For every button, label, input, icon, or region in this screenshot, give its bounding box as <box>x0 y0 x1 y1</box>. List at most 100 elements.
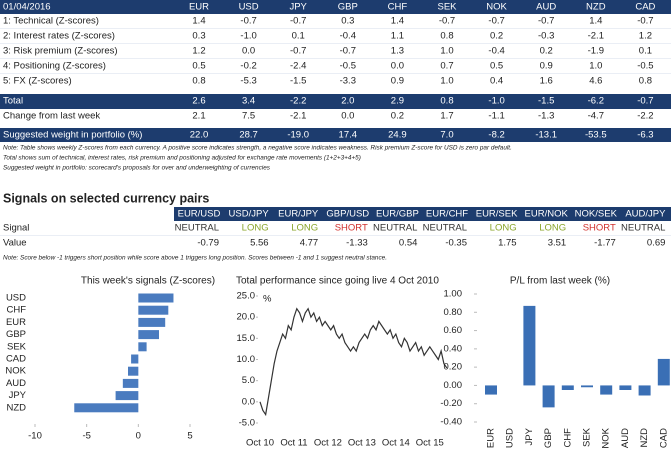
cell: -0.7 <box>538 16 554 27</box>
column-header: SEK <box>437 2 457 13</box>
cell: -3.3 <box>340 76 356 87</box>
cell: 0.2 <box>490 31 503 42</box>
cell: 1.7 <box>440 111 453 122</box>
x-tick-label: Oct 11 <box>280 438 307 449</box>
bar <box>115 391 139 401</box>
date: 01/04/2016 <box>3 2 51 13</box>
signal: LONG <box>242 223 269 234</box>
column-header: CHF <box>388 2 408 13</box>
cell: 0.7 <box>440 61 453 72</box>
cell: 0.8 <box>639 76 652 87</box>
x-tick-label: CAD <box>658 428 669 448</box>
pair-header: GBP/USD <box>326 209 369 220</box>
category-label: CHF <box>6 305 26 316</box>
cell: 0.0 <box>341 111 354 122</box>
cell: -0.7 <box>240 16 256 27</box>
bar <box>138 305 169 315</box>
cell: 0.4 <box>490 76 503 87</box>
signal: NEUTRAL <box>423 223 467 234</box>
cell: -1.5 <box>290 76 306 87</box>
cell: 7.0 <box>440 130 453 141</box>
cell: -0.2 <box>240 61 256 72</box>
column-header: NZD <box>586 2 606 13</box>
cell: 28.7 <box>239 130 258 141</box>
cell: -53.5 <box>585 130 607 141</box>
signal-value: -1.77 <box>594 238 616 249</box>
cell: -0.7 <box>488 16 504 27</box>
cell: -6.2 <box>588 96 604 107</box>
signal-value: -0.35 <box>445 238 467 249</box>
pair-header: EUR/USD <box>178 209 221 220</box>
category-label: NZD <box>6 402 26 413</box>
category-label: EUR <box>6 317 26 328</box>
chart-title: This week's signals (Z-scores) <box>81 276 215 287</box>
note: Total shows sum of technical, interest r… <box>3 155 361 162</box>
bar <box>638 385 651 396</box>
chart-title: P/L from last week (%) <box>510 276 610 287</box>
cell: 1.2 <box>639 31 652 42</box>
cell: 0.8 <box>192 76 205 87</box>
x-tick-label: Oct 10 <box>246 438 274 449</box>
pair-header: USD/JPY <box>229 209 270 220</box>
cell: 0.8 <box>440 31 453 42</box>
y-tick-label: 0.60 <box>444 325 463 336</box>
x-tick-label: Oct 14 <box>382 438 410 449</box>
signal-value: -1.33 <box>346 238 368 249</box>
cell: -19.0 <box>287 130 309 141</box>
signal: NEUTRAL <box>175 223 219 234</box>
bar <box>128 366 139 376</box>
cell: 0.2 <box>391 111 404 122</box>
bar <box>138 317 166 327</box>
cell: 3.4 <box>242 96 255 107</box>
cell: -2.4 <box>290 61 306 72</box>
row-label: 2: Interest rates (Z-scores) <box>3 31 115 42</box>
y-tick-label: 1.00 <box>444 289 463 300</box>
bar <box>138 342 147 352</box>
cell: -2.1 <box>290 111 306 122</box>
cell: 2.6 <box>192 96 205 107</box>
row-label: Value <box>3 238 27 249</box>
x-tick-label: NOK <box>601 427 612 448</box>
row-label: 5: FX (Z-scores) <box>3 76 72 87</box>
y-tick-label: 0.0 <box>242 396 255 407</box>
column-header: GBP <box>338 2 358 13</box>
pair-header: AUD/JPY <box>625 209 666 220</box>
cell: -0.4 <box>488 46 504 57</box>
cell: -5.3 <box>240 76 256 87</box>
y-tick-label: 0.20 <box>444 362 463 373</box>
signal: LONG <box>291 223 318 234</box>
bar <box>131 354 139 364</box>
pair-header: EUR/NOK <box>525 209 569 220</box>
category-label: GBP <box>6 329 26 340</box>
signal-value: 3.51 <box>548 238 567 249</box>
bar <box>138 330 159 340</box>
cell: -0.7 <box>290 16 306 27</box>
x-tick-label: Oct 12 <box>314 438 342 449</box>
cell: -1.0 <box>240 31 256 42</box>
cell: -0.7 <box>637 16 653 27</box>
cell: -0.3 <box>538 31 554 42</box>
cell: 1.4 <box>192 16 205 27</box>
signal: SHORT <box>335 223 368 234</box>
pair-header: EUR/SEK <box>476 209 518 220</box>
cell: -0.4 <box>340 31 356 42</box>
column-header: AUD <box>536 2 556 13</box>
bar <box>619 385 632 390</box>
y-tick-label: 10.0 <box>237 354 256 365</box>
note: Note: Table shows weekly Z-scores from e… <box>3 145 512 152</box>
signal: LONG <box>539 223 566 234</box>
x-tick-label: 0 <box>136 431 141 442</box>
x-tick-label: Oct 13 <box>348 438 376 449</box>
cell: 0.9 <box>540 61 553 72</box>
cell: -2.2 <box>290 96 306 107</box>
cell: -2.1 <box>588 31 604 42</box>
bar <box>122 378 139 388</box>
y-tick-label: -0.40 <box>440 417 462 428</box>
signal-value: 0.54 <box>399 238 418 249</box>
y-tick-label: 15.0 <box>237 333 256 344</box>
line <box>259 307 448 417</box>
signal: NEUTRAL <box>621 223 665 234</box>
cell: 4.6 <box>589 76 602 87</box>
cell: 0.2 <box>540 46 553 57</box>
